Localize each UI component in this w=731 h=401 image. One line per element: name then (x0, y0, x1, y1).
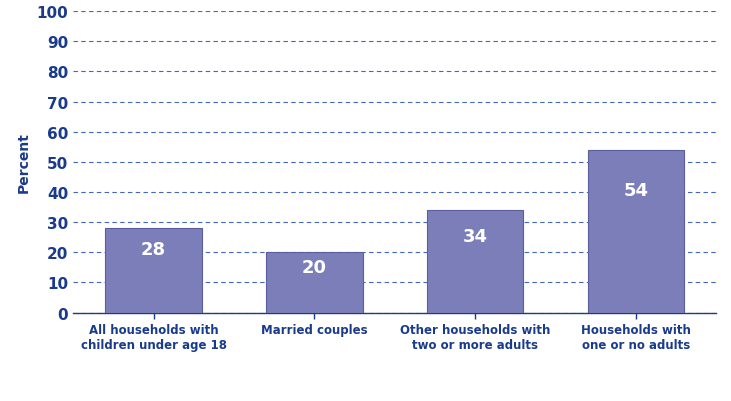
Text: 54: 54 (624, 182, 648, 200)
Bar (427, 211, 523, 313)
Bar (266, 253, 363, 313)
Y-axis label: Percent: Percent (17, 132, 31, 193)
Text: 34: 34 (463, 227, 488, 245)
Bar (588, 150, 684, 313)
Bar (105, 229, 202, 313)
Text: 28: 28 (141, 241, 166, 259)
Text: 20: 20 (302, 259, 327, 277)
